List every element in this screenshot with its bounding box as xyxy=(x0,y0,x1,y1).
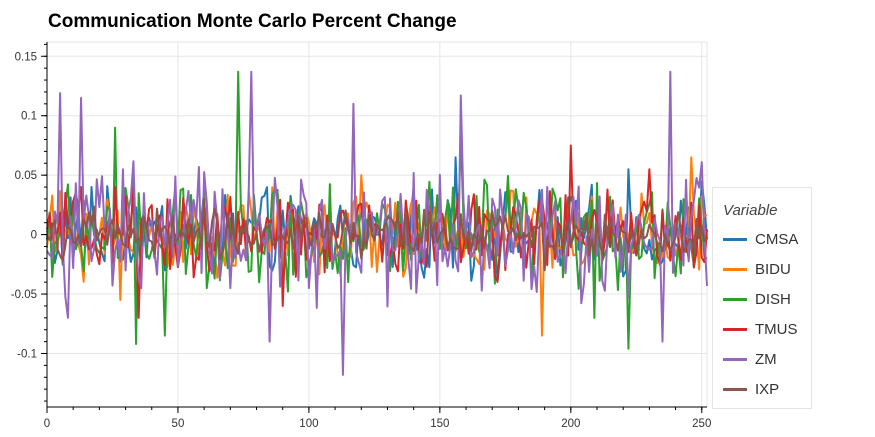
legend-label: TMUS xyxy=(755,320,798,338)
legend-label: BIDU xyxy=(755,260,791,278)
y-tick-label: -0.05 xyxy=(11,289,37,301)
legend-swatch xyxy=(723,327,747,331)
legend: Variable CMSA BIDU DISH TMUS ZM IXP xyxy=(712,187,812,409)
legend-item-ixp[interactable]: IXP xyxy=(723,379,779,399)
y-tick-label: -0.1 xyxy=(17,348,37,360)
axes: 0 50 100 150 200 250 0.15 0.1 0.05 0 -0.05 -0.1 xyxy=(11,42,711,430)
y-tick-label: 0.05 xyxy=(15,170,37,182)
legend-item-cmsa[interactable]: CMSA xyxy=(723,229,798,249)
legend-label: DISH xyxy=(755,290,791,308)
chart-title: Communication Monte Carlo Percent Change xyxy=(48,11,457,32)
y-tick-label: 0 xyxy=(31,230,37,242)
legend-swatch xyxy=(723,267,747,271)
legend-swatch xyxy=(723,297,747,301)
legend-swatch xyxy=(723,357,747,361)
legend-item-bidu[interactable]: BIDU xyxy=(723,259,791,279)
x-tick-label: 250 xyxy=(692,418,711,430)
legend-swatch xyxy=(723,387,747,391)
x-tick-label: 0 xyxy=(44,418,50,430)
legend-item-zm[interactable]: ZM xyxy=(723,349,777,369)
legend-title: Variable xyxy=(723,202,778,219)
legend-label: CMSA xyxy=(755,230,799,248)
legend-label: IXP xyxy=(755,380,780,398)
series-layer xyxy=(46,70,708,376)
series-line-zm xyxy=(46,70,708,376)
x-tick-label: 50 xyxy=(172,418,185,430)
x-tick-label: 200 xyxy=(561,418,580,430)
legend-item-tmus[interactable]: TMUS xyxy=(723,319,798,339)
legend-swatch xyxy=(723,237,747,241)
y-tick-label: 0.1 xyxy=(21,111,37,123)
x-tick-label: 100 xyxy=(299,418,318,430)
legend-item-dish[interactable]: DISH xyxy=(723,289,791,309)
series-line-ixp xyxy=(46,197,708,272)
y-tick-label: 0.15 xyxy=(15,51,37,63)
x-tick-label: 150 xyxy=(430,418,449,430)
legend-label: ZM xyxy=(755,350,777,368)
